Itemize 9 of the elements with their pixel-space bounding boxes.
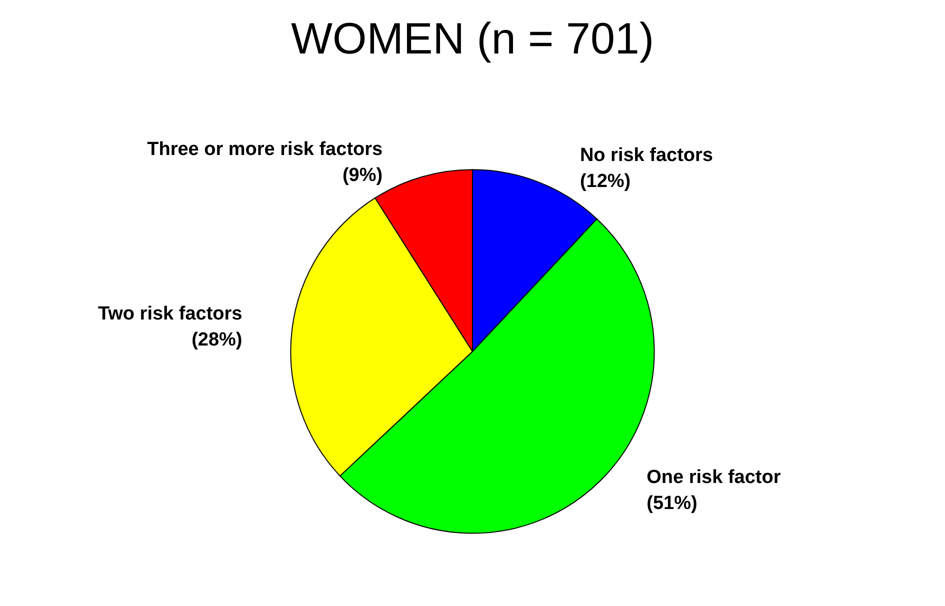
- slice-label: No risk factors: [580, 145, 713, 166]
- data-label: (28%): [192, 329, 242, 350]
- chart-title: WOMEN (n = 701): [290, 14, 654, 64]
- data-label: (12%): [580, 171, 631, 192]
- slice-label: One risk factor: [646, 467, 782, 488]
- slice-label: Two risk factors: [98, 303, 242, 324]
- data-label: (51%): [646, 493, 698, 514]
- data-label: (9%): [342, 164, 383, 186]
- slice-label: Three or more risk factors: [147, 138, 383, 160]
